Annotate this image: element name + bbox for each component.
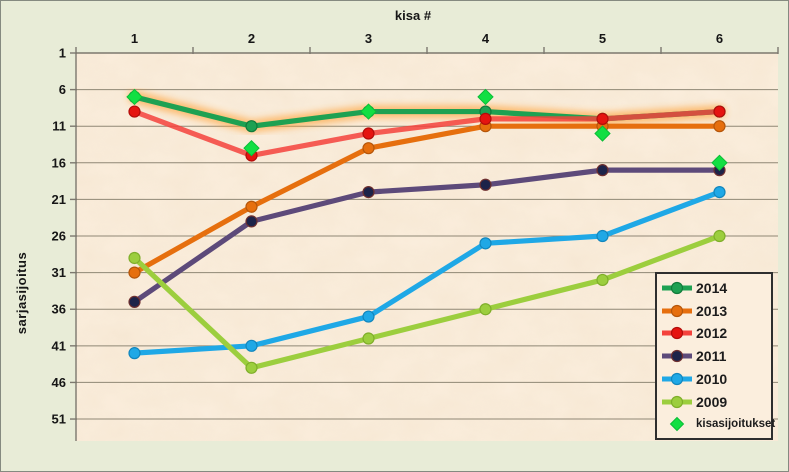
x-tick-label: 5 [599, 31, 606, 46]
series-2012-marker[interactable] [362, 127, 375, 140]
series-2012-line[interactable] [131, 108, 723, 159]
line-marker-icon [662, 304, 692, 317]
series-2014-marker[interactable] [245, 120, 258, 133]
series-2012-marker[interactable] [713, 105, 726, 118]
series-kisasijoitukset-marker[interactable] [126, 88, 143, 106]
x-tick-label: 1 [131, 31, 138, 46]
x-tick-label: 6 [716, 31, 723, 46]
diamond-icon [669, 417, 685, 432]
series-2010-marker[interactable] [128, 347, 141, 360]
series-2009-marker[interactable] [245, 361, 258, 374]
series-2009-line[interactable] [131, 233, 723, 371]
legend[interactable]: 2014 2013 2012 2011 2010 2009 kisasijoitukset [655, 272, 775, 440]
series-2010-marker[interactable] [245, 339, 258, 352]
series-2011-line[interactable] [131, 167, 723, 305]
series-2011-marker[interactable] [245, 215, 258, 228]
series-kisasijoitukset-marker[interactable] [360, 103, 377, 120]
series-2009-marker[interactable] [362, 332, 375, 345]
line-marker-icon [662, 349, 692, 363]
legend-label: 2010 [696, 370, 728, 387]
y-tick-label: 1 [59, 46, 66, 61]
series-2013-marker[interactable] [362, 142, 375, 155]
series-kisasijoitukset-marker[interactable] [594, 125, 611, 142]
line-marker-icon [662, 395, 692, 408]
series-2013-line[interactable] [131, 123, 723, 276]
line-marker-icon [662, 281, 692, 294]
legend-item-2012[interactable]: 2012 [660, 322, 771, 344]
series-2013-marker[interactable] [128, 266, 141, 279]
y-tick-label: 26 [52, 229, 66, 244]
series-2010-marker[interactable] [479, 237, 492, 250]
legend-item-kisasijoitukset[interactable]: kisasijoitukset [660, 413, 775, 435]
series-2011-marker[interactable] [596, 164, 609, 177]
series-kisasijoitukset-marker[interactable] [711, 154, 728, 172]
series-2011-marker[interactable] [128, 295, 141, 309]
y-tick-label: 11 [52, 119, 66, 134]
y-tick-label: 51 [52, 412, 66, 427]
series-2009-marker[interactable] [128, 251, 141, 265]
y-tick-label: 31 [52, 265, 66, 280]
legend-label: 2009 [696, 393, 728, 410]
line-marker-icon [662, 327, 692, 340]
x-tick-label: 3 [365, 31, 372, 46]
series-2012-marker[interactable] [596, 112, 609, 125]
series-2009-marker[interactable] [479, 303, 492, 316]
legend-label: 2014 [696, 279, 728, 296]
series-2009-marker[interactable] [713, 229, 726, 243]
series-kisasijoitukset-marker[interactable] [477, 88, 494, 106]
legend-item-2010[interactable]: 2010 [660, 368, 771, 390]
series-kisasijoitukset-marker[interactable] [243, 139, 260, 157]
y-tick-label: 16 [52, 155, 66, 170]
y-tick-label: 36 [52, 302, 66, 317]
legend-label: 2012 [696, 325, 728, 342]
series-2009-marker[interactable] [596, 273, 609, 287]
series-2010-marker[interactable] [362, 310, 375, 323]
x-tick-label: 2 [248, 31, 255, 46]
legend-label: kisasijoitukset [696, 418, 776, 431]
y-tick-label: 46 [52, 375, 66, 390]
legend-item-2014[interactable]: 2014 [660, 277, 771, 299]
x-tick-label: 4 [482, 31, 490, 46]
series-2010-marker[interactable] [596, 229, 609, 243]
series-2011-marker[interactable] [479, 178, 492, 191]
legend-item-2011[interactable]: 2011 [660, 345, 771, 367]
legend-label: 2013 [696, 302, 728, 319]
series-2012-marker[interactable] [479, 112, 492, 125]
series-2011-marker[interactable] [362, 185, 375, 199]
legend-label: 2011 [696, 348, 727, 364]
series-2010-marker[interactable] [713, 185, 726, 199]
legend-item-2013[interactable]: 2013 [660, 300, 771, 322]
series-2013-marker[interactable] [713, 120, 726, 133]
y-tick-label: 21 [52, 192, 66, 207]
line-marker-icon [662, 372, 692, 385]
legend-item-2009[interactable]: 2009 [660, 391, 771, 413]
y-tick-label: 6 [59, 82, 66, 97]
y-tick-label: 41 [52, 338, 66, 353]
series-2013-marker[interactable] [245, 200, 258, 213]
series-2012-marker[interactable] [128, 105, 141, 118]
